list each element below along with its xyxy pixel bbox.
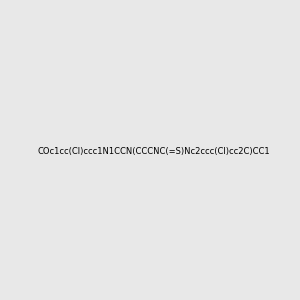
Text: COc1cc(Cl)ccc1N1CCN(CCCNC(=S)Nc2ccc(Cl)cc2C)CC1: COc1cc(Cl)ccc1N1CCN(CCCNC(=S)Nc2ccc(Cl)c…	[38, 147, 270, 156]
